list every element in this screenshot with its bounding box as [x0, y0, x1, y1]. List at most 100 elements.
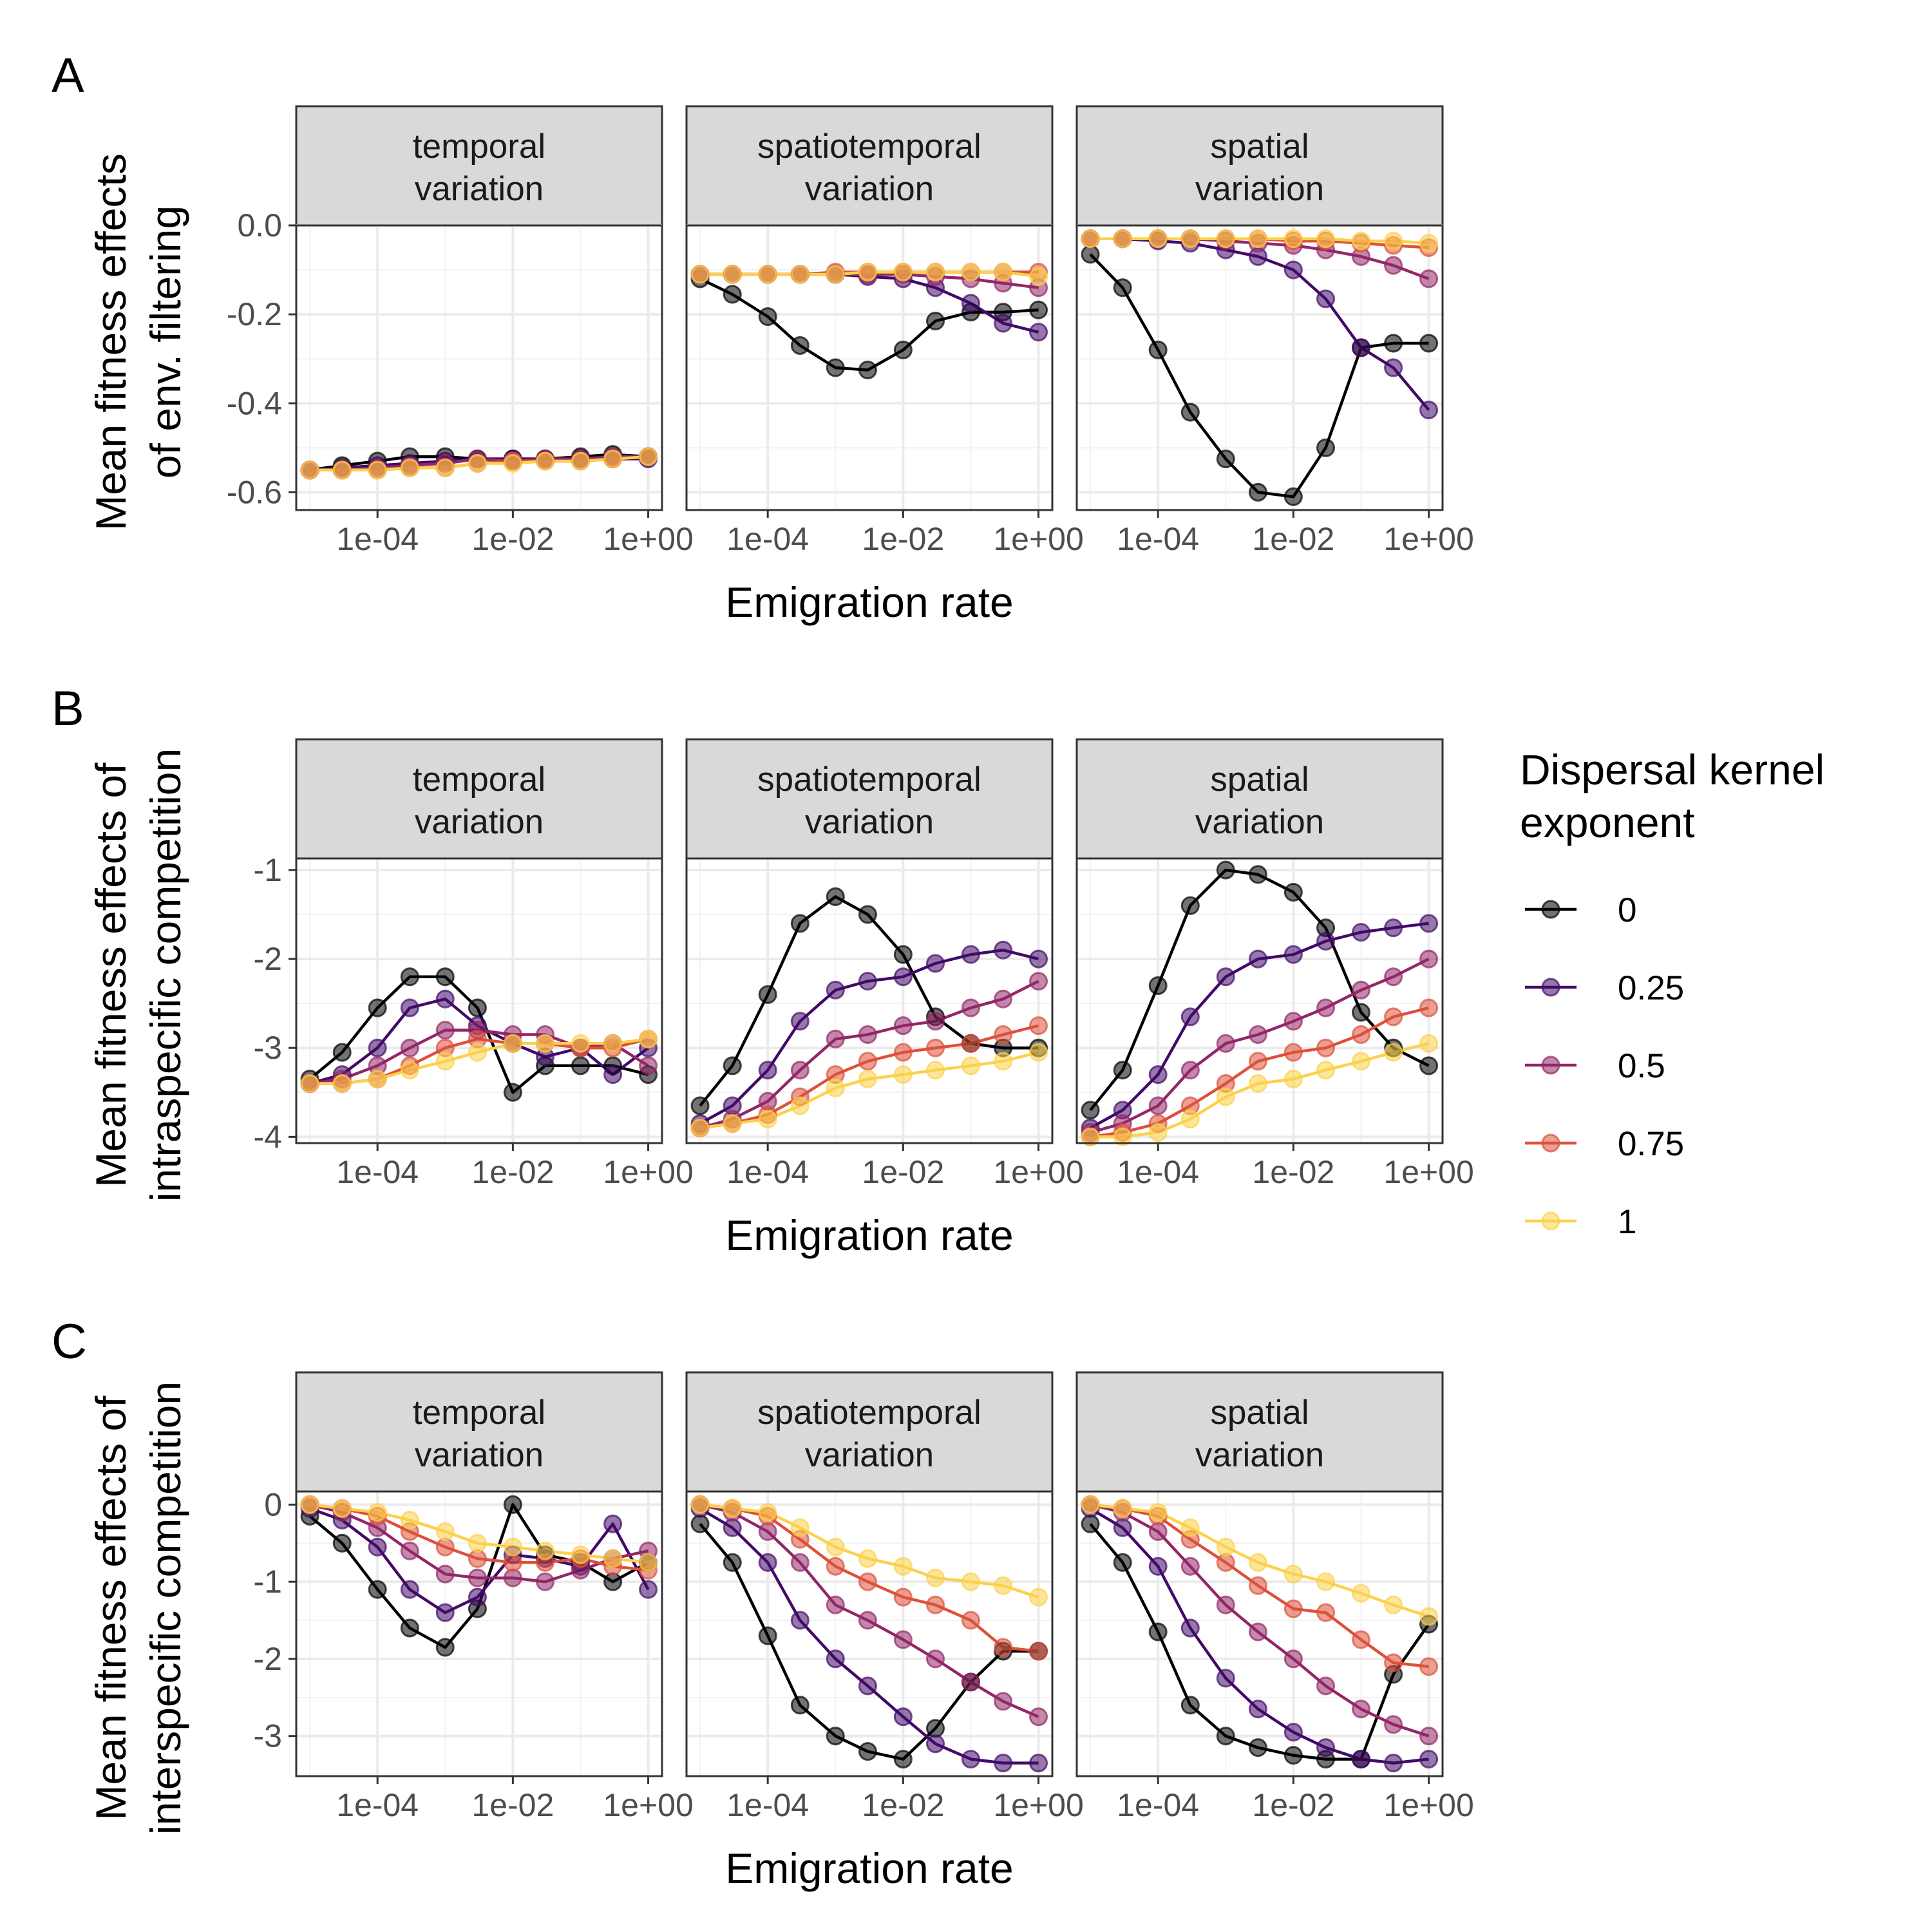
data-point-0.5	[1283, 1649, 1303, 1669]
facet-strip-label: spatial	[1210, 761, 1309, 799]
facet-A-1: temporal variation 1e-04 1e-02 1e+00	[295, 105, 694, 557]
data-point-0	[1216, 1727, 1235, 1746]
data-point-0.75	[1283, 1043, 1303, 1062]
facet-C-1: temporal variation 1e-04 1e-02 1e+00	[295, 1371, 694, 1823]
data-point-0.5	[1316, 998, 1336, 1018]
data-point-0	[758, 1626, 777, 1645]
data-point-0	[723, 1553, 742, 1572]
data-point-1	[400, 1061, 419, 1080]
data-point-0.5	[994, 989, 1013, 1009]
data-point-0	[758, 307, 777, 327]
data-point-1	[1216, 1537, 1235, 1557]
facet-strip-label: temporal	[413, 1394, 545, 1432]
facet-strip-label: spatiotemporal	[757, 1394, 981, 1432]
x-tick-label: 1e-04	[726, 1787, 809, 1823]
data-point-0.75	[994, 1638, 1013, 1657]
data-point-0.75	[858, 1572, 877, 1591]
data-point-1	[400, 1510, 419, 1530]
facet-strip-label: variation	[415, 170, 544, 208]
data-point-1	[858, 1070, 877, 1089]
data-point-0.75	[468, 1549, 487, 1568]
facet-strip-label: temporal	[413, 128, 545, 166]
data-point-0.5	[994, 1692, 1013, 1711]
data-point-0	[790, 914, 810, 933]
data-point-0.25	[435, 989, 455, 1009]
data-point-1	[571, 1545, 590, 1564]
data-point-0.5	[1248, 1622, 1267, 1642]
data-point-1	[1384, 231, 1403, 251]
x-tick-label: 1e-02	[471, 1154, 554, 1190]
data-point-0.5	[639, 1056, 658, 1075]
data-point-0.25	[758, 1553, 777, 1572]
data-point-0	[723, 1056, 742, 1075]
data-point-1	[690, 265, 710, 284]
data-point-1	[893, 1557, 913, 1576]
x-axis-title: Emigration rate	[725, 1211, 1014, 1259]
data-point-0.25	[1351, 923, 1370, 942]
data-point-1	[1029, 1043, 1048, 1062]
facet-strip-label: temporal	[413, 761, 545, 799]
data-point-0	[926, 1719, 945, 1738]
data-point-0	[1148, 976, 1168, 996]
legend-key-point	[1541, 1056, 1560, 1075]
data-point-1	[758, 265, 777, 284]
data-point-0.25	[926, 954, 945, 973]
data-point-0.5	[1419, 1727, 1439, 1746]
data-point-0	[893, 1750, 913, 1769]
data-point-0	[1316, 438, 1336, 457]
x-tick-label: 1e+00	[993, 521, 1083, 557]
legend-title-line2: exponent	[1520, 799, 1695, 846]
data-point-1	[790, 265, 810, 284]
plot-border	[1075, 224, 1444, 511]
data-point-1	[1351, 1052, 1370, 1071]
data-point-0.5	[893, 1016, 913, 1036]
data-point-0.75	[1283, 1599, 1303, 1618]
data-point-0.25	[961, 945, 980, 964]
legend-label: 0.75	[1618, 1125, 1684, 1163]
data-point-1	[368, 1070, 387, 1089]
y-tick-label: -2	[254, 941, 282, 977]
data-point-0.5	[893, 1630, 913, 1649]
x-tick-label: 1e-02	[1252, 521, 1334, 557]
data-point-0	[435, 967, 455, 987]
data-point-0.25	[1029, 949, 1048, 969]
facet-strip-label: variation	[805, 1436, 934, 1474]
data-point-0	[723, 285, 742, 304]
data-point-1	[332, 1499, 352, 1518]
data-point-0	[1180, 896, 1200, 915]
data-point-1	[1316, 1061, 1336, 1080]
data-point-1	[826, 1537, 845, 1557]
data-point-0.25	[1216, 967, 1235, 987]
y-axis-title-line1: Mean fitness effects of	[87, 1396, 135, 1821]
data-point-1	[1351, 231, 1370, 251]
legend-label: 0.5	[1618, 1047, 1665, 1085]
data-point-0.5	[1316, 1676, 1336, 1696]
x-tick-label: 1e+00	[1383, 1154, 1473, 1190]
data-point-0	[1283, 1746, 1303, 1765]
data-point-1	[723, 1114, 742, 1133]
data-point-0	[858, 360, 877, 379]
data-point-0.5	[1180, 1061, 1200, 1080]
data-point-0.5	[926, 1012, 945, 1031]
data-point-0	[435, 1638, 455, 1657]
data-point-0.5	[400, 1541, 419, 1560]
data-point-1	[435, 458, 455, 477]
data-point-0.25	[368, 1038, 387, 1057]
data-point-1	[790, 1096, 810, 1115]
data-point-0.5	[400, 1038, 419, 1057]
data-point-1	[758, 1502, 777, 1522]
data-point-0.75	[961, 1611, 980, 1630]
data-point-0.75	[926, 1038, 945, 1057]
y-tick-label: 0	[264, 1486, 282, 1522]
data-point-0.25	[1316, 1738, 1336, 1757]
facet-strip-label: spatial	[1210, 128, 1309, 166]
data-point-1	[1283, 1070, 1303, 1089]
data-point-0	[368, 998, 387, 1018]
data-point-0	[1216, 860, 1235, 880]
data-point-1	[1081, 1127, 1100, 1146]
y-axis-title-line2: of env. filtering	[142, 205, 189, 478]
data-point-0.25	[1384, 1754, 1403, 1773]
data-point-0.75	[926, 1595, 945, 1615]
